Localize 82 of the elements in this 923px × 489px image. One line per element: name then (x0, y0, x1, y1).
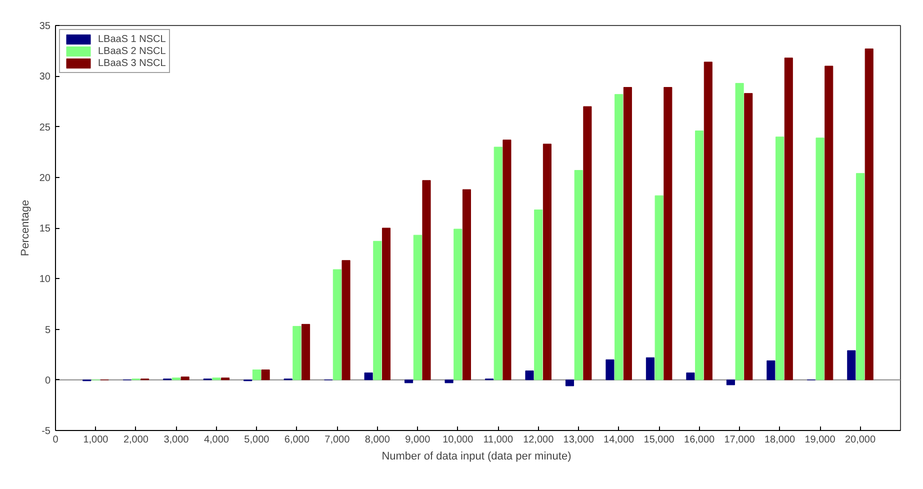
bar (766, 360, 776, 380)
bar (534, 210, 543, 380)
y-tick-label: 5 (44, 324, 51, 336)
legend-label: LBaaS 3 NSCL (98, 57, 166, 69)
bar (565, 380, 574, 386)
y-axis-title: Percentage (19, 200, 32, 256)
bar (784, 58, 793, 380)
x-tick-label: 4,000 (204, 434, 230, 446)
bar (252, 370, 261, 380)
bar (744, 93, 753, 380)
y-tick-label: -5 (42, 426, 51, 437)
bar (583, 106, 592, 380)
bar (654, 195, 664, 380)
bar (735, 82, 744, 380)
bar (824, 66, 834, 380)
bar (382, 228, 391, 380)
bar (444, 380, 454, 384)
bar (462, 189, 472, 380)
bar (373, 240, 382, 380)
legend-label: LBaaS 2 NSCL (98, 45, 166, 57)
x-tick-label: 16,000 (684, 434, 716, 446)
bar (180, 376, 190, 380)
bar (404, 380, 414, 384)
x-tick-label: 20,000 (844, 434, 876, 446)
bar (623, 87, 632, 380)
bar (574, 170, 583, 380)
x-tick-label: 5,000 (244, 434, 270, 446)
bar (454, 228, 462, 380)
legend-label: LBaaS 1 NSCL (98, 33, 166, 45)
x-axis-title: Number of data input (data per minute) (382, 450, 572, 462)
y-tick-label: 25 (39, 122, 51, 134)
x-tick-label: 12,000 (523, 434, 554, 446)
bar (525, 370, 534, 380)
x-tick-label: 2,000 (123, 434, 149, 446)
bar (332, 269, 342, 380)
bar (726, 380, 735, 386)
bar (413, 234, 422, 380)
bar (695, 130, 704, 380)
x-tick-label: 17,000 (724, 434, 756, 446)
bar (292, 326, 302, 380)
bar (494, 146, 502, 380)
bar (221, 378, 230, 380)
bar (606, 359, 614, 380)
y-tick-label: 30 (39, 72, 51, 83)
bar (261, 370, 270, 380)
bar (212, 378, 221, 380)
bar (847, 350, 856, 380)
x-tick-label: 7,000 (324, 434, 350, 446)
x-tick-label: 15,000 (644, 434, 675, 446)
x-tick-label: 18,000 (764, 434, 796, 446)
x-tick-label: 11,000 (483, 434, 514, 446)
y-tick-label: 20 (39, 172, 51, 184)
bar (172, 378, 180, 380)
x-tick-label: 1,000 (83, 434, 109, 446)
x-tick-label: 13,000 (563, 434, 594, 446)
bar (864, 48, 874, 380)
x-tick-label: 10,000 (442, 434, 474, 446)
bar (422, 180, 431, 380)
bar (614, 94, 624, 380)
y-tick-label: 15 (39, 224, 51, 234)
bar (342, 260, 350, 380)
x-tick-label: 8,000 (364, 434, 390, 446)
x-tick-label: 9,000 (405, 434, 431, 446)
x-tick-label: 19,000 (804, 434, 836, 446)
y-tick-label: 35 (39, 21, 51, 32)
bar (856, 173, 865, 380)
x-tick-label: 0 (52, 434, 59, 446)
bar (664, 87, 672, 380)
x-tick-label: 6,000 (284, 434, 310, 446)
bar (646, 357, 654, 380)
bar (816, 138, 824, 380)
bar (302, 324, 310, 380)
y-tick-label: 10 (39, 274, 51, 286)
bar (704, 62, 712, 380)
bar (542, 144, 552, 380)
bar (686, 372, 695, 380)
bar (776, 136, 784, 380)
bar (502, 140, 512, 380)
x-tick-label: 3,000 (164, 434, 190, 446)
x-tick-label: 14,000 (604, 434, 635, 446)
bar (364, 372, 373, 380)
y-tick-label: 0 (44, 375, 51, 386)
